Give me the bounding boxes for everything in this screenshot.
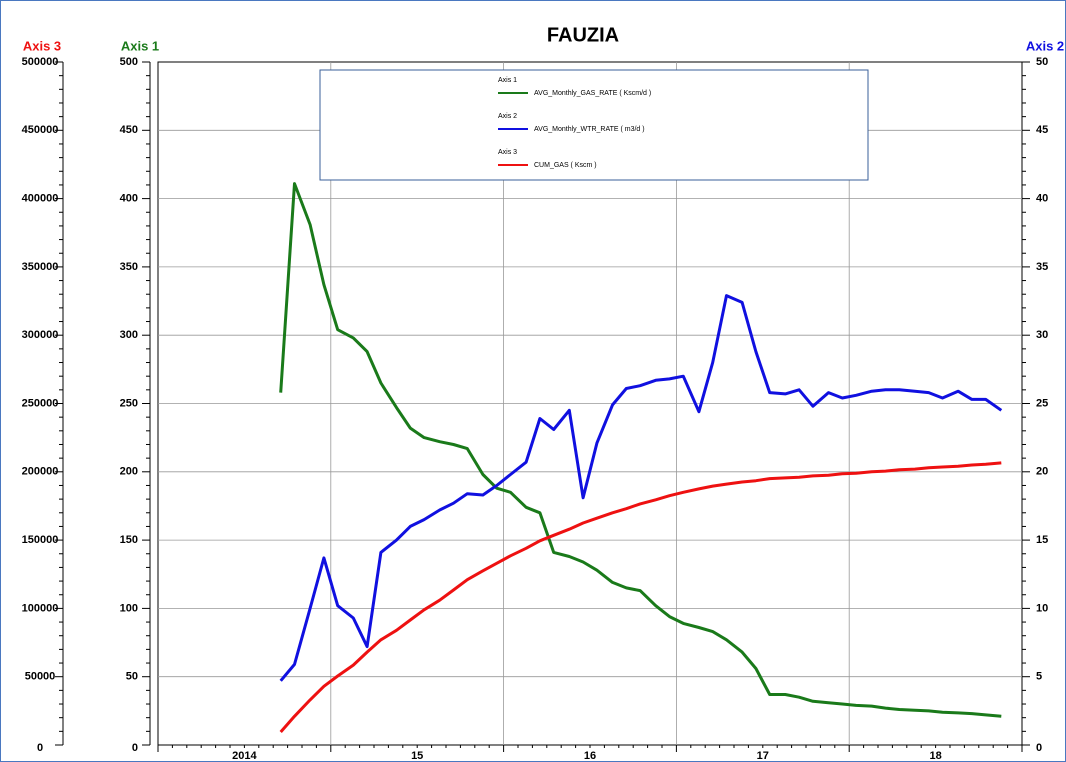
y-tick-label: 400 xyxy=(120,193,138,205)
axis-title: Axis 3 xyxy=(23,38,61,53)
x-tick-label: 16 xyxy=(584,750,596,762)
y-tick-label: 0 xyxy=(1036,742,1042,754)
y-tick-label: 500 xyxy=(120,56,138,68)
y-tick-label: 200 xyxy=(120,466,138,478)
y-tick-label: 20 xyxy=(1036,466,1048,478)
series-line xyxy=(279,294,1003,682)
legend-group: Axis 1 xyxy=(498,77,517,84)
y-tick-label: 15 xyxy=(1036,534,1048,546)
y-tick-label: 50 xyxy=(126,671,138,683)
y-tick-label: 30 xyxy=(1036,329,1048,341)
y-tick-label: 45 xyxy=(1036,124,1048,136)
y-tick-label: 300000 xyxy=(22,329,59,341)
y-tick-label: 40 xyxy=(1036,193,1048,205)
y-tick-label: 450 xyxy=(120,124,138,136)
legend xyxy=(319,69,869,181)
y-tick-label: 500000 xyxy=(22,56,59,68)
axis-title: Axis 1 xyxy=(121,38,159,53)
y-tick-label: 10 xyxy=(1036,602,1048,614)
series-line xyxy=(279,461,1002,733)
y-tick-label: 5 xyxy=(1036,671,1042,683)
legend-label: CUM_GAS ( Kscm ) xyxy=(534,162,597,169)
x-tick-label: 15 xyxy=(411,750,423,762)
y-tick-label: 0 xyxy=(132,742,138,754)
y-tick-label: 0 xyxy=(37,742,43,754)
y-tick-label: 150000 xyxy=(22,534,59,546)
legend-group: Axis 3 xyxy=(498,149,517,156)
y-tick-label: 150 xyxy=(120,534,138,546)
axis-title: Axis 2 xyxy=(1026,38,1064,53)
legend-label: AVG_Monthly_WTR_RATE ( m3/d ) xyxy=(534,126,645,133)
series-line xyxy=(279,182,1002,718)
chart-title: FAUZIA xyxy=(547,24,619,46)
y-tick-label: 300 xyxy=(120,329,138,341)
y-tick-label: 250 xyxy=(120,397,138,409)
y-tick-label: 100 xyxy=(120,602,138,614)
y-tick-label: 250000 xyxy=(22,397,59,409)
x-tick-label: 2014 xyxy=(232,750,257,762)
y-tick-label: 450000 xyxy=(22,124,59,136)
y-tick-label: 50 xyxy=(1036,56,1048,68)
y-tick-label: 100000 xyxy=(22,602,59,614)
legend-group: Axis 2 xyxy=(498,113,517,120)
y-tick-label: 50000 xyxy=(25,671,56,683)
y-tick-label: 35 xyxy=(1036,261,1048,273)
y-tick-label: 350000 xyxy=(22,261,59,273)
y-tick-label: 350 xyxy=(120,261,138,273)
y-tick-label: 25 xyxy=(1036,397,1048,409)
legend-label: AVG_Monthly_GAS_RATE ( Kscm/d ) xyxy=(534,90,651,97)
y-tick-label: 400000 xyxy=(22,193,59,205)
x-tick-label: 18 xyxy=(929,750,941,762)
y-tick-label: 200000 xyxy=(22,466,59,478)
x-tick-label: 17 xyxy=(757,750,769,762)
